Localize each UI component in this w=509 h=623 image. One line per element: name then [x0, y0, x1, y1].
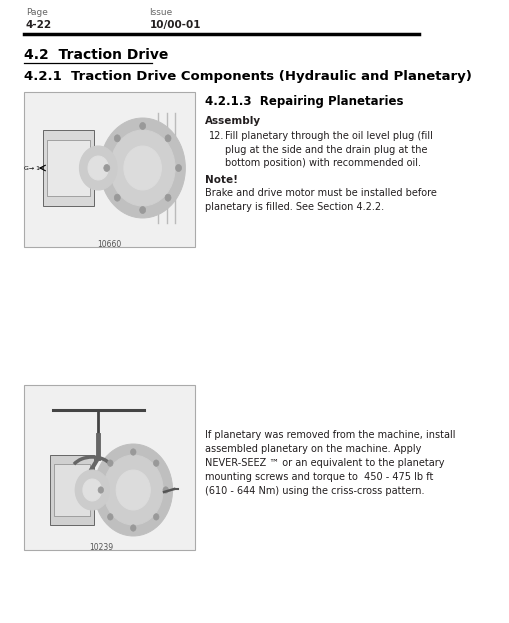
Circle shape — [75, 470, 109, 510]
Circle shape — [130, 525, 136, 531]
Text: 10239: 10239 — [89, 543, 112, 552]
Circle shape — [175, 164, 181, 171]
Text: Note!: Note! — [205, 175, 238, 185]
Text: Page: Page — [25, 8, 47, 17]
Circle shape — [107, 514, 113, 520]
Circle shape — [130, 449, 136, 455]
Circle shape — [165, 135, 171, 142]
FancyBboxPatch shape — [49, 455, 94, 525]
FancyBboxPatch shape — [24, 92, 194, 247]
FancyBboxPatch shape — [24, 385, 194, 550]
Circle shape — [82, 479, 101, 501]
Text: Issue: Issue — [149, 8, 173, 17]
Text: 10660: 10660 — [97, 240, 121, 249]
Circle shape — [104, 164, 109, 171]
Text: G→ 1: G→ 1 — [24, 166, 40, 171]
Text: 4.2.1.3  Repairing Planetaries: 4.2.1.3 Repairing Planetaries — [205, 95, 403, 108]
Circle shape — [139, 206, 146, 214]
Circle shape — [88, 156, 108, 180]
Circle shape — [163, 487, 168, 493]
Circle shape — [139, 123, 146, 130]
Circle shape — [103, 455, 163, 525]
Circle shape — [153, 460, 159, 467]
Circle shape — [114, 135, 120, 142]
Circle shape — [98, 487, 103, 493]
Text: 10/00-01: 10/00-01 — [149, 20, 201, 30]
Text: 12.: 12. — [209, 131, 224, 141]
Circle shape — [79, 146, 117, 190]
Text: Brake and drive motor must be installed before
planetary is filled. See Section : Brake and drive motor must be installed … — [205, 188, 436, 212]
Text: 4-22: 4-22 — [25, 20, 51, 30]
Text: Assembly: Assembly — [205, 116, 261, 126]
Circle shape — [153, 514, 159, 520]
FancyBboxPatch shape — [47, 140, 90, 196]
Text: Fill planetary through the oil level plug (fill
plug at the side and the drain p: Fill planetary through the oil level plu… — [224, 131, 432, 168]
Text: If planetary was removed from the machine, install
assembled planetary on the ma: If planetary was removed from the machin… — [205, 430, 455, 496]
Circle shape — [94, 444, 172, 536]
Circle shape — [114, 194, 120, 201]
Circle shape — [165, 194, 171, 201]
Text: 4.2  Traction Drive: 4.2 Traction Drive — [24, 48, 168, 62]
Circle shape — [107, 460, 113, 467]
FancyBboxPatch shape — [54, 464, 90, 516]
Circle shape — [124, 146, 161, 190]
FancyBboxPatch shape — [43, 130, 94, 206]
Circle shape — [100, 118, 185, 218]
Circle shape — [116, 470, 150, 510]
Text: 4.2.1  Traction Drive Components (Hydraulic and Planetary): 4.2.1 Traction Drive Components (Hydraul… — [24, 70, 471, 83]
Circle shape — [110, 130, 175, 206]
